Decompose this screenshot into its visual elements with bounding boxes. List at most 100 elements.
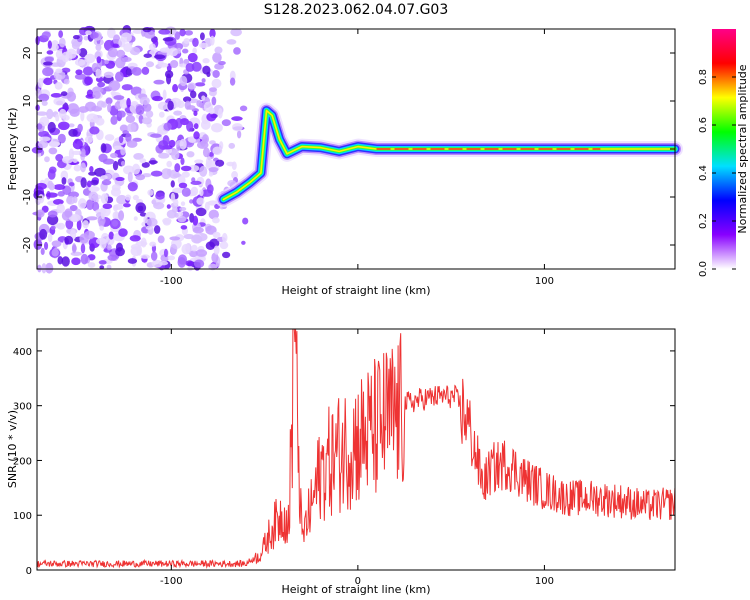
noise-blob bbox=[69, 108, 80, 117]
noise-blob bbox=[61, 177, 67, 185]
noise-blob bbox=[81, 148, 86, 157]
noise-blob bbox=[178, 63, 188, 68]
noise-blob bbox=[61, 156, 74, 164]
noise-blob bbox=[95, 117, 105, 126]
y-tick-label: 300 bbox=[13, 402, 32, 413]
noise-blob bbox=[51, 248, 59, 257]
noise-blob bbox=[102, 203, 113, 210]
noise-blob bbox=[58, 108, 67, 119]
noise-blob bbox=[47, 121, 56, 133]
noise-blob bbox=[179, 75, 188, 87]
noise-blob bbox=[100, 209, 106, 220]
noise-blob bbox=[166, 204, 171, 209]
noise-blob bbox=[89, 165, 94, 173]
snr-panel: -100 0 100 0 100 200 300 400 Height of straight… bbox=[6, 328, 676, 596]
noise-blob bbox=[231, 123, 243, 132]
noise-blob bbox=[41, 100, 48, 106]
noise-blob bbox=[80, 243, 86, 254]
noise-blob bbox=[61, 51, 70, 63]
noise-blob bbox=[174, 42, 184, 51]
noise-blob bbox=[139, 158, 147, 164]
noise-blob bbox=[68, 128, 78, 137]
noise-blob bbox=[120, 160, 126, 167]
noise-blob bbox=[38, 93, 50, 102]
noise-blob bbox=[157, 101, 169, 111]
noise-blob bbox=[202, 147, 210, 158]
noise-blob bbox=[93, 32, 99, 39]
noise-blob bbox=[55, 68, 63, 74]
noise-blob bbox=[118, 210, 125, 221]
noise-blob bbox=[123, 203, 131, 208]
noise-blob bbox=[60, 91, 68, 97]
noise-blob bbox=[43, 241, 49, 250]
noise-blob bbox=[120, 147, 126, 156]
noise-blob bbox=[153, 202, 165, 210]
noise-blob bbox=[229, 77, 236, 86]
noise-blob bbox=[46, 108, 54, 120]
noise-blob bbox=[53, 184, 66, 190]
noise-blob bbox=[115, 177, 125, 182]
noise-blob bbox=[148, 160, 158, 165]
noise-blob bbox=[135, 174, 146, 181]
noise-blob bbox=[153, 79, 165, 85]
noise-blob bbox=[129, 46, 141, 56]
noise-blob bbox=[186, 151, 195, 158]
noise-blob bbox=[37, 77, 44, 88]
noise-blob bbox=[203, 101, 213, 113]
noise-blob bbox=[80, 162, 87, 173]
noise-blob bbox=[125, 133, 132, 143]
noise-blob bbox=[66, 91, 77, 102]
x-tick-label: 100 bbox=[535, 576, 554, 587]
noise-blob bbox=[45, 262, 54, 274]
colorbar: 0.0 0.2 0.4 0.6 0.8 Normalized spectral ampl… bbox=[698, 29, 749, 277]
noise-blob bbox=[56, 222, 66, 230]
x-tick-label: -100 bbox=[160, 276, 183, 287]
noise-blob bbox=[114, 71, 124, 82]
noise-blob bbox=[108, 231, 114, 240]
noise-blob bbox=[193, 110, 198, 116]
noise-blob bbox=[158, 140, 169, 150]
noise-blob bbox=[41, 31, 51, 39]
colorbar-tick-label: 0.0 bbox=[698, 261, 709, 277]
noise-blob bbox=[42, 66, 54, 77]
noise-blob bbox=[192, 226, 204, 234]
noise-blob bbox=[122, 130, 129, 135]
noise-blob bbox=[133, 153, 144, 160]
noise-blob bbox=[183, 37, 190, 44]
noise-blob bbox=[141, 162, 150, 168]
noise-blob bbox=[231, 171, 239, 180]
noise-blob bbox=[56, 203, 65, 214]
noise-blob bbox=[209, 28, 216, 39]
noise-blob bbox=[33, 239, 43, 250]
noise-blob bbox=[182, 48, 189, 54]
noise-blob bbox=[48, 147, 58, 155]
noise-blob bbox=[38, 140, 49, 149]
noise-blob bbox=[213, 245, 220, 255]
noise-blob bbox=[61, 256, 70, 267]
noise-blob bbox=[178, 182, 188, 189]
noise-blob bbox=[139, 212, 147, 217]
spectrogram-y-label: Frequency (Hz) bbox=[6, 108, 19, 191]
noise-blob bbox=[182, 96, 192, 103]
noise-blob bbox=[174, 163, 181, 173]
noise-blob bbox=[51, 141, 61, 147]
noise-blob bbox=[112, 204, 119, 212]
y-tick-label: -10 bbox=[22, 189, 33, 205]
noise-blob bbox=[110, 187, 121, 197]
noise-blob bbox=[158, 152, 170, 159]
noise-blob bbox=[86, 113, 99, 123]
noise-blob bbox=[211, 78, 222, 89]
noise-blob bbox=[58, 30, 64, 38]
noise-blob bbox=[126, 140, 138, 148]
noise-blob bbox=[36, 111, 48, 116]
noise-blob bbox=[116, 194, 128, 205]
noise-blob bbox=[149, 43, 156, 51]
noise-blob bbox=[211, 122, 223, 133]
noise-blob bbox=[127, 123, 137, 133]
noise-blob bbox=[86, 216, 98, 221]
x-tick-label: -100 bbox=[160, 576, 183, 587]
noise-blob bbox=[119, 99, 129, 109]
noise-blob bbox=[176, 47, 182, 54]
noise-blob bbox=[190, 90, 197, 99]
noise-blob bbox=[215, 159, 225, 167]
